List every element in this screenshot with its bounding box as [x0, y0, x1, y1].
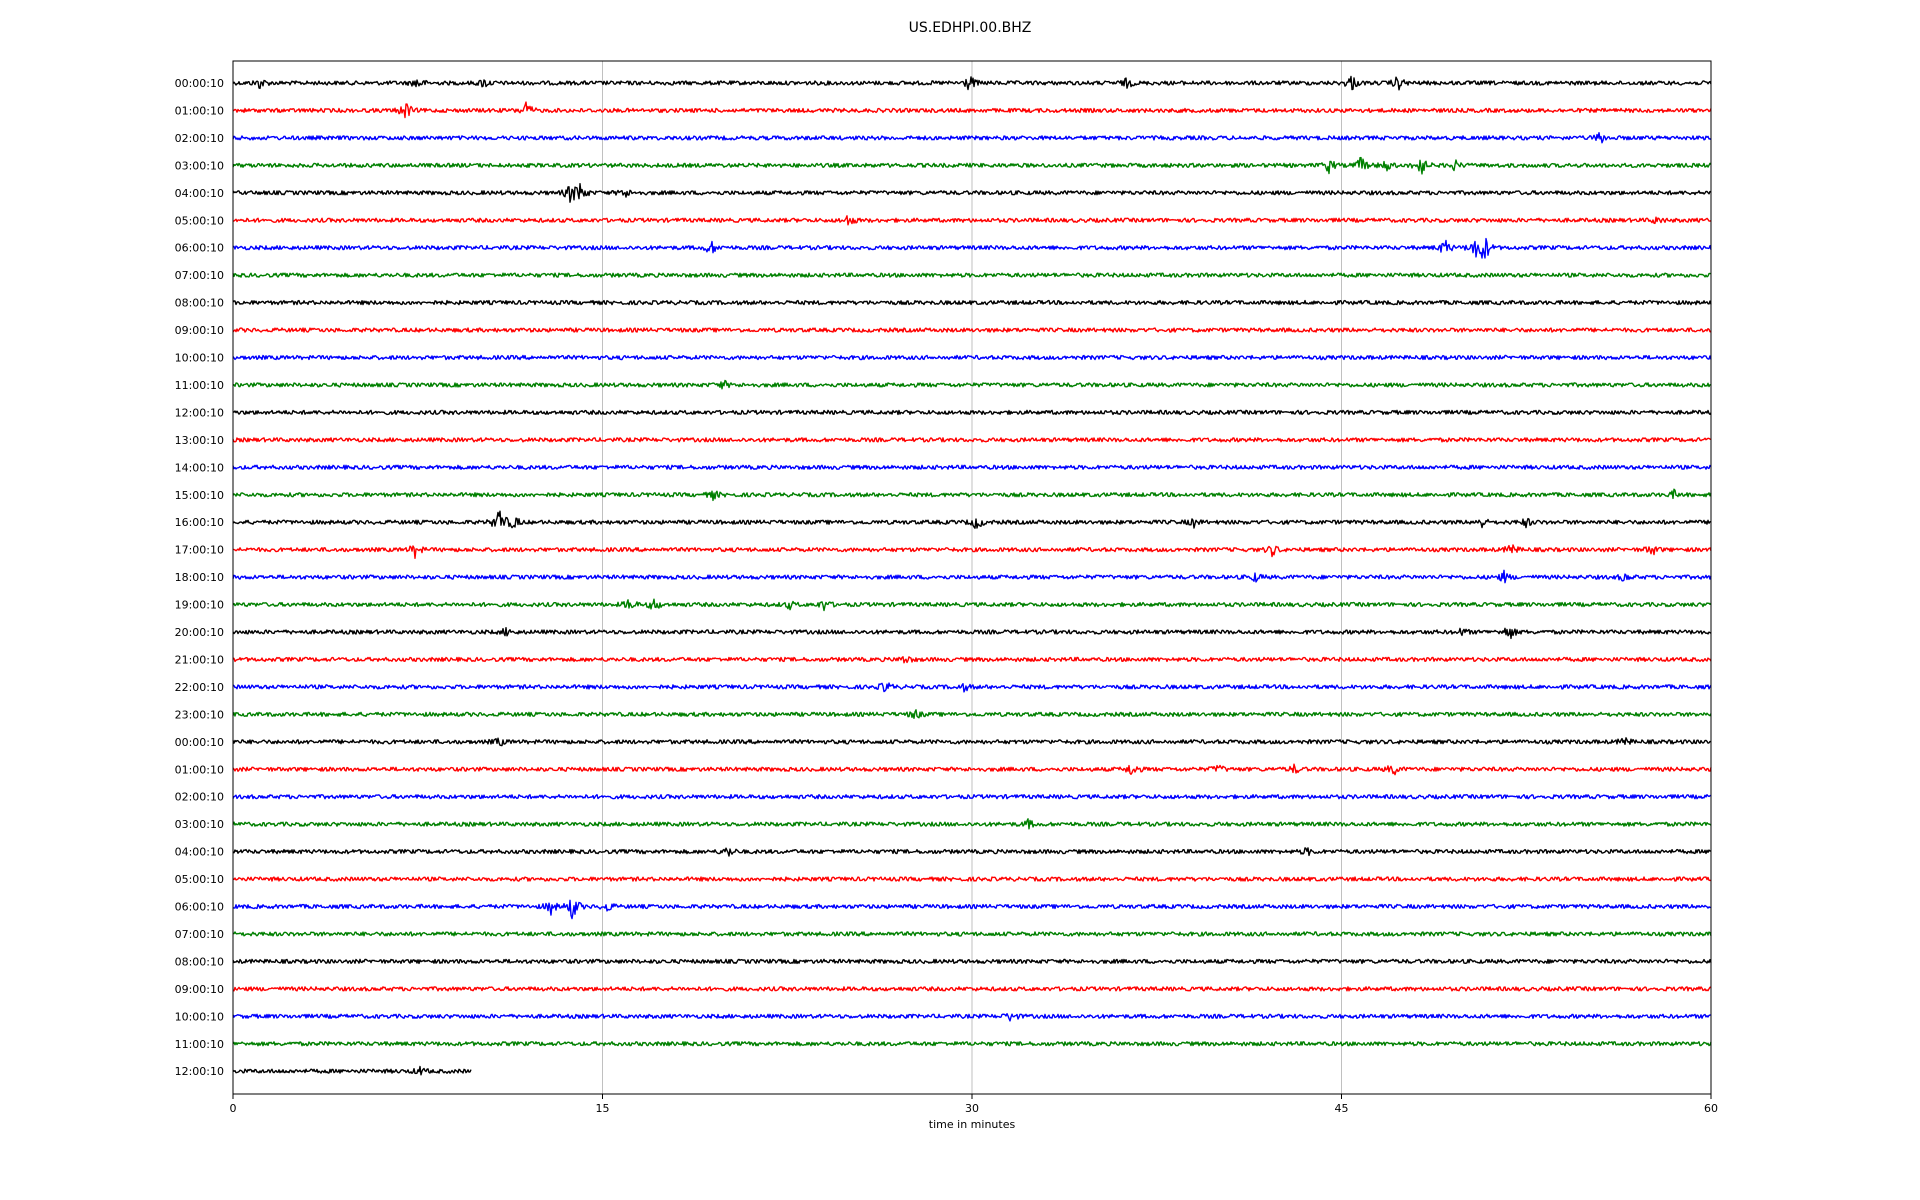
trace-line	[232, 544, 1712, 559]
row-time-label: 02:00:10	[175, 132, 224, 145]
row-time-label: 00:00:10	[175, 736, 224, 749]
trace-line	[232, 1013, 1712, 1022]
trace-line	[232, 354, 1712, 361]
trace-line	[232, 656, 1712, 664]
row-time-label: 11:00:10	[175, 1038, 224, 1051]
row-time-label: 02:00:10	[175, 791, 224, 804]
trace-line	[232, 488, 1712, 502]
row-time-label: 01:00:10	[175, 763, 224, 776]
row-time-label: 05:00:10	[175, 873, 224, 886]
row-time-label: 07:00:10	[175, 928, 224, 941]
row-time-label: 06:00:10	[175, 242, 224, 255]
trace-line	[232, 1065, 472, 1076]
trace-line	[232, 931, 1712, 937]
trace-line	[232, 237, 1712, 259]
trace-group	[232, 75, 1712, 1076]
row-time-label: 08:00:10	[175, 297, 224, 310]
row-time-label: 08:00:10	[175, 955, 224, 968]
trace-line	[232, 327, 1712, 333]
row-time-label: 06:00:10	[175, 901, 224, 914]
row-time-label: 01:00:10	[175, 104, 224, 117]
row-time-label: 15:00:10	[175, 489, 224, 502]
trace-line	[232, 569, 1712, 584]
trace-line	[232, 272, 1712, 278]
trace-line	[232, 763, 1712, 776]
row-time-label: 21:00:10	[175, 653, 224, 666]
row-time-label: 18:00:10	[175, 571, 224, 584]
trace-line	[232, 958, 1712, 965]
row-time-label: 09:00:10	[175, 324, 224, 337]
x-tick-label: 60	[1704, 1102, 1718, 1115]
x-axis-ticks: 0 15 30 45 60	[230, 1094, 1718, 1115]
row-time-label: 12:00:10	[175, 406, 224, 419]
row-time-label: 20:00:10	[175, 626, 224, 639]
trace-line	[232, 847, 1712, 857]
row-time-label: 17:00:10	[175, 544, 224, 557]
x-axis-label: time in minutes	[929, 1118, 1016, 1131]
trace-line	[232, 737, 1712, 747]
row-time-label: 03:00:10	[175, 818, 224, 831]
row-time-label: 10:00:10	[175, 1010, 224, 1023]
row-time-label: 22:00:10	[175, 681, 224, 694]
row-time-label: 11:00:10	[175, 379, 224, 392]
row-time-label: 00:00:10	[175, 77, 224, 90]
trace-line	[232, 709, 1712, 719]
trace-line	[232, 182, 1712, 203]
trace-line	[232, 101, 1712, 119]
row-time-label: 14:00:10	[175, 461, 224, 474]
trace-line	[232, 215, 1712, 226]
trace-line	[232, 986, 1712, 992]
trace-line	[232, 409, 1712, 416]
trace-line	[232, 437, 1712, 443]
row-time-label: 19:00:10	[175, 599, 224, 612]
row-time-label: 23:00:10	[175, 708, 224, 721]
row-time-labels: 00:00:10 01:00:10 02:00:10 03:00:10 04:00:10…	[175, 77, 224, 1078]
trace-line	[232, 899, 1712, 920]
trace-line	[232, 131, 1712, 144]
trace-line	[232, 1041, 1712, 1047]
row-time-label: 05:00:10	[175, 214, 224, 227]
chart-title: US.EDHPI.00.BHZ	[908, 20, 1032, 36]
row-time-label: 04:00:10	[175, 187, 224, 200]
trace-line	[232, 379, 1712, 390]
row-time-label: 10:00:10	[175, 352, 224, 365]
row-time-label: 16:00:10	[175, 516, 224, 529]
trace-line	[232, 794, 1712, 800]
trace-line	[232, 876, 1712, 882]
x-tick-label: 0	[230, 1102, 237, 1115]
trace-line	[232, 299, 1712, 306]
x-tick-label: 30	[965, 1102, 979, 1115]
x-tick-label: 45	[1335, 1102, 1349, 1115]
trace-line	[232, 156, 1712, 175]
trace-line	[232, 464, 1712, 470]
trace-line	[232, 818, 1712, 830]
trace-line	[232, 627, 1712, 640]
row-time-label: 09:00:10	[175, 983, 224, 996]
row-time-label: 07:00:10	[175, 269, 224, 282]
row-time-label: 12:00:10	[175, 1065, 224, 1078]
row-time-label: 03:00:10	[175, 159, 224, 172]
row-time-label: 13:00:10	[175, 434, 224, 447]
trace-line	[232, 75, 1712, 91]
row-time-label: 04:00:10	[175, 846, 224, 859]
trace-line	[232, 598, 1712, 612]
x-tick-label: 15	[596, 1102, 610, 1115]
trace-line	[232, 510, 1712, 529]
trace-line	[232, 682, 1712, 693]
